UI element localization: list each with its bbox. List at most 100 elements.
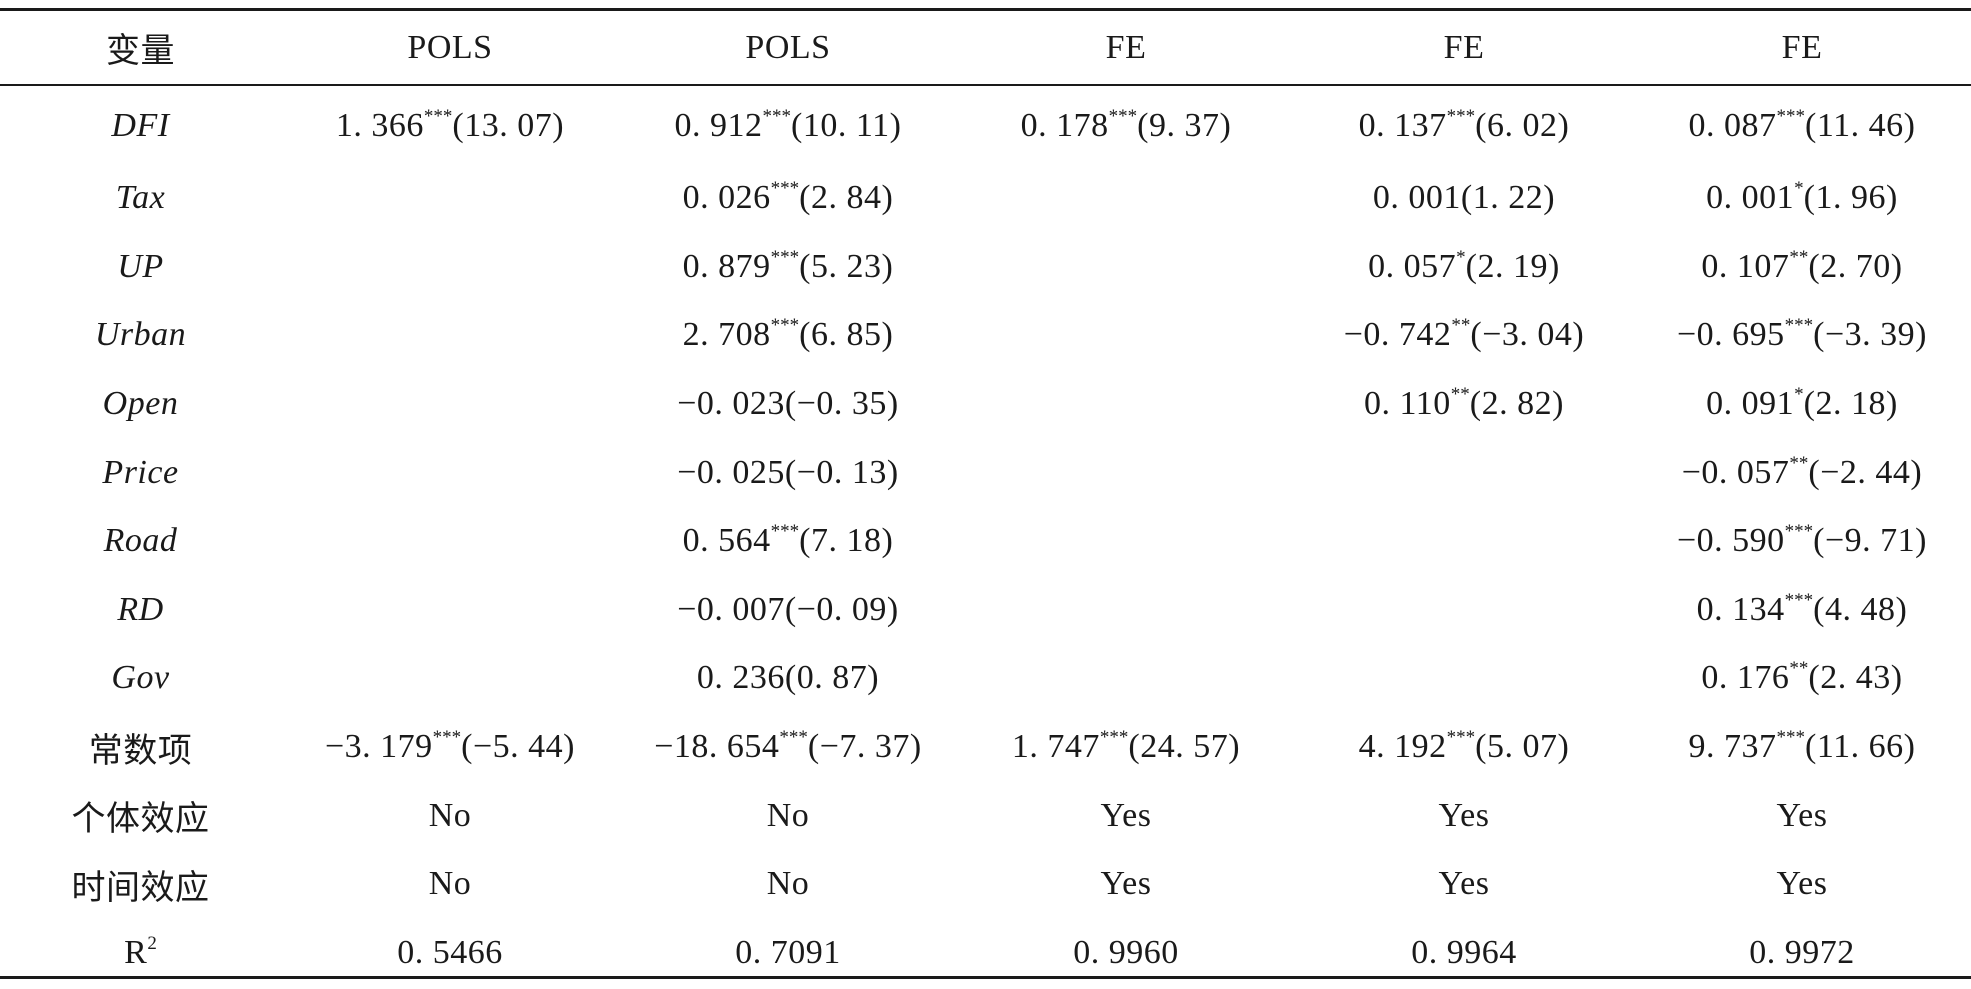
t-statistic: (2. 43): [1808, 659, 1903, 697]
table-row: DFI 1. 366***(13. 07) 0. 912***(10. 11) 0. …: [0, 84, 1971, 164]
table-cell: 0. 137***(6. 02): [1295, 84, 1633, 164]
r2-label-sup: 2: [147, 932, 157, 954]
significance-stars: **: [1789, 658, 1809, 680]
significance-stars: ***: [770, 521, 800, 543]
table-cell: 0. 026***(2. 84): [619, 164, 957, 233]
significance-stars: ***: [1784, 521, 1814, 543]
row-label: RD: [117, 590, 164, 628]
table-cell: −3. 179***(−5. 44): [281, 713, 619, 782]
t-statistic: (−3. 39): [1813, 316, 1927, 354]
header-model-3: FE: [1105, 28, 1147, 66]
table-row: 个体效应 No No Yes Yes Yes: [0, 781, 1971, 850]
t-statistic: (2. 18): [1803, 385, 1898, 423]
table-cell: No: [619, 850, 957, 919]
t-statistic: (24. 57): [1128, 728, 1241, 766]
table-cell: 0. 001*(1. 96): [1633, 164, 1971, 233]
top-rule: [0, 8, 1971, 11]
t-statistic: (5. 07): [1475, 728, 1570, 766]
coefficient: 0. 176: [1701, 659, 1790, 697]
table-cell: [957, 301, 1295, 370]
table-cell: 0. 134***(4. 48): [1633, 576, 1971, 645]
coefficient: 0. 178: [1020, 107, 1109, 144]
header-model-5: FE: [1781, 28, 1823, 66]
table-cell: −0. 695***(−3. 39): [1633, 301, 1971, 370]
t-statistic: (2. 84): [799, 179, 894, 217]
table-row: Urban 2. 708***(6. 85) −0. 742**(−3. 04) −0…: [0, 301, 1971, 370]
regression-table: 变量 POLS POLS FE FE FE DFI 1. 366***(13. 0…: [0, 11, 1971, 987]
table-cell: Yes: [1295, 850, 1633, 919]
t-statistic: (13. 07): [452, 107, 565, 144]
t-statistic: (−2. 44): [1808, 453, 1923, 491]
table-row: 常数项 −3. 179***(−5. 44) −18. 654***(−7. 37)…: [0, 713, 1971, 782]
coefficient: Yes: [1100, 796, 1152, 834]
table-cell: No: [281, 850, 619, 919]
significance-stars: *: [1794, 383, 1804, 405]
table-cell: [957, 644, 1295, 713]
coefficient: Yes: [1776, 796, 1828, 834]
coefficient: 0. 001: [1706, 179, 1795, 217]
coefficient: Yes: [1438, 865, 1490, 903]
coefficient: −0. 695: [1676, 316, 1785, 354]
coefficient: −0. 023: [677, 385, 785, 423]
table-cell: [957, 507, 1295, 576]
table-cell: −0. 007(−0. 09): [619, 576, 957, 645]
table-cell: 0. 879***(5. 23): [619, 233, 957, 302]
table-row: UP 0. 879***(5. 23) 0. 057*(2. 19) 0. 107**…: [0, 233, 1971, 302]
r2-row: R2 0. 5466 0. 7091 0. 9960 0. 9964 0. 99…: [0, 919, 1971, 988]
table-cell: −0. 057**(−2. 44): [1633, 438, 1971, 507]
t-statistic: (0. 87): [784, 659, 880, 697]
t-statistic: (6. 85): [799, 316, 894, 354]
r2-label-text: R: [124, 933, 148, 971]
table-row: RD −0. 007(−0. 09) 0. 134***(4. 48): [0, 576, 1971, 645]
coefficient: 9. 737: [1688, 728, 1777, 766]
coefficient: −3. 179: [324, 728, 433, 766]
table-cell: [281, 576, 619, 645]
table-cell: 0. 057*(2. 19): [1295, 233, 1633, 302]
table-cell: 0. 176**(2. 43): [1633, 644, 1971, 713]
bottom-rule: [0, 976, 1971, 979]
row-label: UP: [117, 247, 164, 285]
t-statistic: (2. 70): [1808, 247, 1903, 285]
table-cell: [1295, 644, 1633, 713]
r2-value-5: 0. 9972: [1749, 933, 1855, 971]
coefficient: Yes: [1776, 865, 1828, 903]
row-label: 个体效应: [71, 799, 210, 840]
coefficient: 1. 366: [335, 107, 424, 144]
row-label: Urban: [94, 316, 187, 354]
coefficient: 0. 001: [1372, 179, 1461, 217]
coefficient: 0. 026: [682, 179, 771, 217]
coefficient: −0. 742: [1343, 316, 1452, 354]
table-cell: Yes: [1633, 850, 1971, 919]
coefficient: 0. 912: [674, 107, 763, 144]
coefficient: −0. 590: [1676, 522, 1785, 560]
table-cell: [1295, 438, 1633, 507]
significance-stars: **: [1450, 383, 1470, 405]
table-cell: Yes: [1633, 781, 1971, 850]
table-cell: 0. 178***(9. 37): [957, 84, 1295, 164]
coefficient: 0. 564: [682, 522, 771, 560]
table-cell: −0. 025(−0. 13): [619, 438, 957, 507]
table-cell: [957, 438, 1295, 507]
row-label: Price: [102, 453, 179, 491]
header-rule: [0, 84, 1971, 86]
r2-label: R2: [0, 919, 281, 988]
significance-stars: **: [1789, 246, 1809, 268]
table-cell: [281, 164, 619, 233]
coefficient: 0. 107: [1701, 247, 1790, 285]
table-cell: 1. 747***(24. 57): [957, 713, 1295, 782]
significance-stars: *: [1794, 178, 1804, 200]
r2-value-3: 0. 9960: [1073, 933, 1179, 971]
table-cell: [1295, 576, 1633, 645]
significance-stars: ***: [1776, 726, 1806, 748]
t-statistic: (10. 11): [791, 107, 902, 144]
t-statistic: (−7. 37): [807, 728, 922, 766]
coefficient: −18. 654: [654, 728, 780, 766]
row-label: Gov: [111, 659, 170, 697]
coefficient: 1. 747: [1011, 728, 1100, 766]
table-cell: 0. 236(0. 87): [619, 644, 957, 713]
significance-stars: ***: [1099, 726, 1129, 748]
coefficient: 0. 134: [1696, 590, 1785, 628]
table-row: Gov 0. 236(0. 87) 0. 176**(2. 43): [0, 644, 1971, 713]
significance-stars: ***: [423, 105, 453, 127]
table-cell: −0. 023(−0. 35): [619, 370, 957, 439]
